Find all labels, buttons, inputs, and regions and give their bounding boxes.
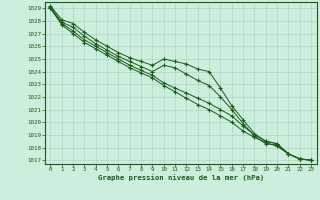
X-axis label: Graphe pression niveau de la mer (hPa): Graphe pression niveau de la mer (hPa) <box>98 175 264 181</box>
